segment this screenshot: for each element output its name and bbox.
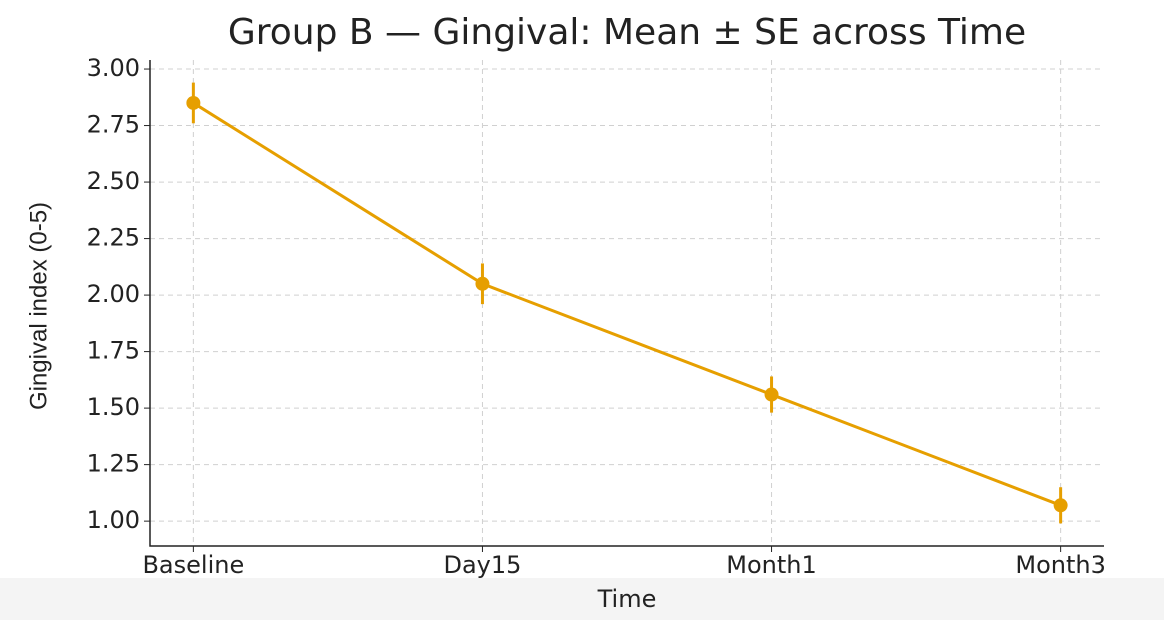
y-tick-label: 2.50 xyxy=(87,167,140,195)
y-tick-label: 2.75 xyxy=(87,111,140,139)
y-tick-label: 1.75 xyxy=(87,337,140,365)
footer-band xyxy=(0,578,1164,620)
x-tick-label: Day15 xyxy=(443,551,521,579)
y-tick-label: 1.25 xyxy=(87,450,140,478)
chart-title: Group B — Gingival: Mean ± SE across Tim… xyxy=(228,12,1026,53)
x-tick-label: Month1 xyxy=(726,551,817,579)
y-axis-label: Gingival index (0-5) xyxy=(25,202,52,410)
point xyxy=(764,387,779,402)
x-tick-label: Baseline xyxy=(142,551,244,579)
y-tick-label: 1.00 xyxy=(87,506,140,534)
point xyxy=(1053,498,1068,513)
x-axis-label: Time xyxy=(597,585,657,613)
line xyxy=(192,101,1062,507)
axes xyxy=(149,60,1104,547)
y-tick-label: 3.00 xyxy=(87,54,140,82)
y-tick-label: 1.50 xyxy=(87,393,140,421)
point xyxy=(186,95,201,110)
x-tick-label: Month3 xyxy=(1015,551,1106,579)
y-tick-label: 2.00 xyxy=(87,280,140,308)
y-tick-label: 2.25 xyxy=(87,224,140,252)
point xyxy=(475,276,490,291)
